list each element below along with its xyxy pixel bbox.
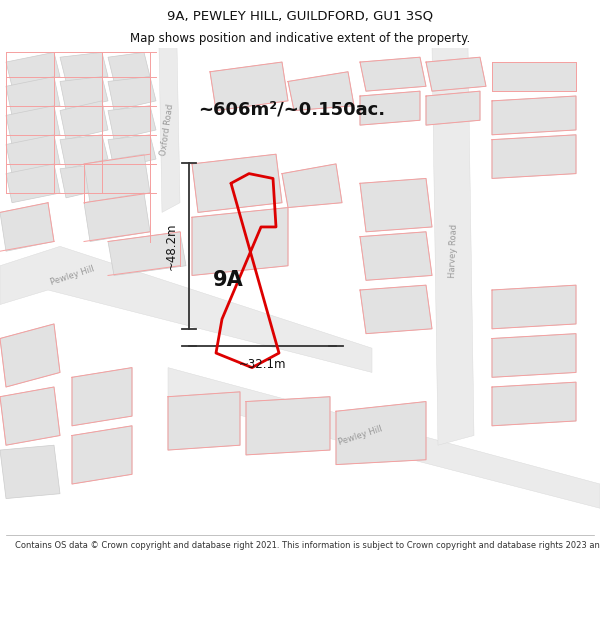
Text: Harvey Road: Harvey Road [448, 224, 458, 278]
Polygon shape [72, 426, 132, 484]
Polygon shape [492, 382, 576, 426]
Polygon shape [492, 334, 576, 378]
Polygon shape [108, 232, 186, 276]
Polygon shape [210, 62, 288, 111]
Polygon shape [84, 154, 150, 202]
Text: Pewley Hill: Pewley Hill [337, 424, 383, 447]
Polygon shape [336, 401, 426, 464]
Polygon shape [192, 154, 282, 212]
Polygon shape [60, 135, 108, 169]
Polygon shape [426, 58, 486, 91]
Text: Contains OS data © Crown copyright and database right 2021. This information is : Contains OS data © Crown copyright and d… [15, 541, 600, 550]
Polygon shape [360, 91, 420, 125]
Text: Pewley Hill: Pewley Hill [49, 264, 95, 287]
Polygon shape [288, 72, 354, 111]
Polygon shape [0, 202, 54, 251]
Polygon shape [60, 52, 108, 81]
Polygon shape [108, 106, 156, 139]
Polygon shape [492, 285, 576, 329]
Polygon shape [360, 285, 432, 334]
Polygon shape [6, 52, 60, 86]
Polygon shape [6, 77, 60, 116]
Polygon shape [108, 77, 156, 111]
Polygon shape [360, 58, 426, 91]
Text: ~32.1m: ~32.1m [239, 358, 286, 371]
Text: Map shows position and indicative extent of the property.: Map shows position and indicative extent… [130, 32, 470, 45]
Polygon shape [72, 368, 132, 426]
Polygon shape [60, 77, 108, 111]
Polygon shape [282, 164, 342, 208]
Polygon shape [6, 135, 60, 174]
Polygon shape [84, 193, 150, 241]
Polygon shape [60, 164, 108, 198]
Polygon shape [60, 101, 108, 139]
Polygon shape [0, 387, 60, 445]
Polygon shape [168, 368, 600, 508]
Polygon shape [432, 48, 474, 445]
Polygon shape [360, 232, 432, 280]
Polygon shape [6, 164, 60, 202]
Text: ~606m²/~0.150ac.: ~606m²/~0.150ac. [198, 101, 385, 119]
Polygon shape [492, 62, 576, 91]
Polygon shape [159, 48, 180, 212]
Polygon shape [0, 324, 60, 387]
Polygon shape [0, 246, 372, 372]
Polygon shape [492, 96, 576, 135]
Polygon shape [426, 91, 480, 125]
Polygon shape [246, 397, 330, 455]
Polygon shape [192, 208, 288, 276]
Polygon shape [168, 392, 240, 450]
Polygon shape [108, 135, 156, 169]
Polygon shape [0, 445, 60, 499]
Text: 9A, PEWLEY HILL, GUILDFORD, GU1 3SQ: 9A, PEWLEY HILL, GUILDFORD, GU1 3SQ [167, 9, 433, 22]
Text: ~48.2m: ~48.2m [165, 222, 178, 269]
Polygon shape [108, 52, 150, 81]
Text: Oxford Road: Oxford Road [159, 104, 175, 156]
Text: 9A: 9A [212, 270, 244, 290]
Polygon shape [492, 135, 576, 179]
Polygon shape [6, 106, 60, 144]
Polygon shape [360, 179, 432, 232]
